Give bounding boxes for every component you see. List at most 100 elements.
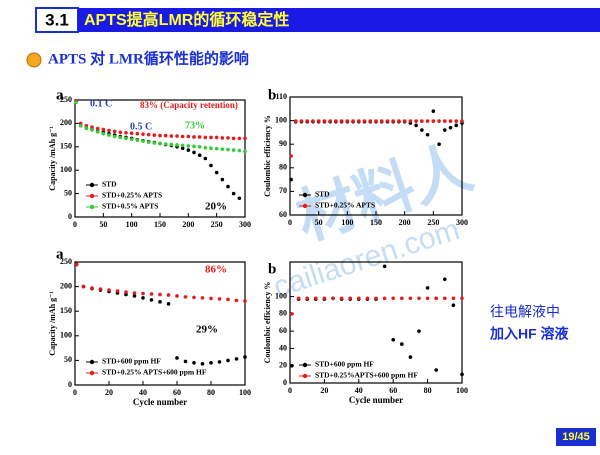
data-point xyxy=(339,296,344,301)
data-point xyxy=(417,296,421,301)
data-point xyxy=(311,119,315,123)
data-point xyxy=(437,119,441,123)
data-point xyxy=(448,125,453,130)
legend-label: STD xyxy=(102,180,117,189)
data-point xyxy=(226,297,230,302)
annotation: 0.5 C xyxy=(130,121,152,132)
data-point xyxy=(451,296,456,301)
data-point xyxy=(192,144,196,149)
annotation: 29% xyxy=(196,324,218,336)
y-tick-label: 20 xyxy=(279,361,287,370)
data-point xyxy=(158,300,162,304)
data-point xyxy=(299,119,304,123)
annotation: 83% (Capacity retention) xyxy=(140,100,238,110)
data-point xyxy=(425,286,430,290)
data-point xyxy=(175,356,179,360)
annotation: b xyxy=(268,87,276,103)
slide-title: APTS提高LMR的循环稳定性 xyxy=(84,10,289,29)
data-point xyxy=(141,139,145,143)
data-point xyxy=(220,177,225,182)
data-point xyxy=(231,136,236,141)
data-point xyxy=(78,123,83,128)
data-point xyxy=(374,296,378,301)
chart: 0 50 100 150 200 250 300 0 50 100 150 200 250 Capacit… xyxy=(48,87,251,228)
data-point xyxy=(314,296,318,301)
data-point xyxy=(420,119,424,123)
x-tick-label: 50 xyxy=(315,218,323,227)
annotation: a xyxy=(56,246,64,262)
y-tick-label: 200 xyxy=(60,281,72,290)
data-point xyxy=(146,132,151,137)
data-point xyxy=(385,119,390,123)
x-tick-label: 300 xyxy=(456,218,468,227)
data-point xyxy=(203,135,208,140)
y-tick-label: 110 xyxy=(275,92,287,101)
y-tick-label: 60 xyxy=(279,210,287,219)
data-point xyxy=(158,292,162,297)
data-point xyxy=(296,296,301,301)
y-tick-label: 200 xyxy=(60,118,72,127)
data-point xyxy=(305,119,310,123)
data-point xyxy=(400,296,404,301)
data-point xyxy=(231,191,236,196)
data-point xyxy=(166,293,171,297)
data-point xyxy=(443,296,447,301)
legend-label: STD+0.25% APTS xyxy=(315,201,375,210)
data-point xyxy=(443,119,447,123)
x-tick-label: 80 xyxy=(424,386,432,395)
legend-label: STD+0.5% APTS xyxy=(102,202,158,211)
data-point xyxy=(316,119,321,123)
x-tick-label: 100 xyxy=(456,386,468,395)
data-point xyxy=(397,119,401,123)
x-tick-label: 200 xyxy=(399,218,411,227)
side-note: 加入HF 溶液 xyxy=(489,326,570,342)
data-point xyxy=(425,119,430,123)
data-point xyxy=(322,296,327,301)
data-point xyxy=(141,132,145,136)
data-point xyxy=(192,135,196,139)
data-point xyxy=(118,130,123,135)
y-tick-label: 100 xyxy=(60,165,72,174)
data-point xyxy=(169,134,174,138)
annotation: 86% xyxy=(205,264,227,276)
section-number: 3.1 xyxy=(45,10,69,29)
data-point xyxy=(163,142,168,146)
data-point xyxy=(124,130,128,135)
y-tick-label: 250 xyxy=(60,95,72,104)
data-point xyxy=(141,291,145,296)
data-point xyxy=(226,184,230,189)
data-point xyxy=(348,296,353,301)
x-tick-label: 50 xyxy=(99,220,107,229)
y-axis-label: Coulombic efficiency % xyxy=(263,115,272,197)
y-tick-label: 150 xyxy=(60,306,72,315)
data-point xyxy=(146,140,151,144)
data-point xyxy=(460,372,464,377)
data-point xyxy=(434,368,439,372)
side-note: 往电解液中 xyxy=(490,304,560,320)
data-point xyxy=(200,296,205,300)
data-point xyxy=(95,130,100,134)
data-point xyxy=(209,146,213,151)
data-point xyxy=(112,129,117,134)
data-point xyxy=(365,296,370,301)
annotation: 0.1 C xyxy=(90,98,112,109)
data-point xyxy=(98,287,103,291)
data-point xyxy=(175,294,179,298)
x-tick-label: 0 xyxy=(288,218,292,227)
data-point xyxy=(226,358,230,363)
bullet xyxy=(26,52,42,68)
data-point xyxy=(234,357,239,361)
data-point xyxy=(357,296,361,301)
data-point xyxy=(379,119,384,123)
data-point xyxy=(209,296,213,301)
data-point xyxy=(112,134,117,139)
data-point xyxy=(163,133,168,138)
data-point xyxy=(107,133,111,137)
data-point xyxy=(192,361,196,365)
data-point xyxy=(414,119,418,123)
data-point xyxy=(408,355,413,359)
x-axis-label: Cycle number xyxy=(349,395,403,405)
data-point xyxy=(431,119,436,123)
